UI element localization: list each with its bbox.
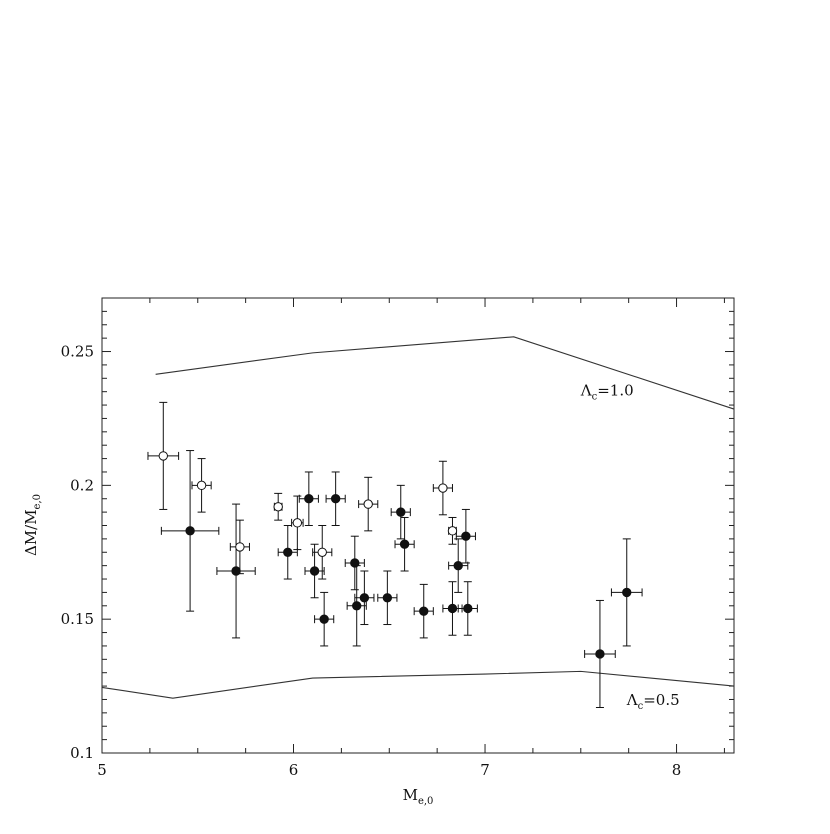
filled-marker <box>396 507 406 517</box>
x-tick-label: 7 <box>480 761 490 779</box>
curve-label: Λc=1.0 <box>580 382 634 403</box>
open-marker <box>158 451 168 461</box>
data-point-open <box>312 525 333 580</box>
data-point-filled <box>413 583 434 639</box>
filled-marker <box>419 606 429 616</box>
y-tick-label: 0.25 <box>61 343 94 361</box>
data-point-open <box>229 519 250 575</box>
plot-frame <box>101 297 735 754</box>
model-curve-line <box>155 336 735 410</box>
filled-marker <box>382 593 393 603</box>
open-marker <box>235 542 245 552</box>
filled-marker <box>622 587 632 598</box>
filled-marker <box>453 560 463 571</box>
filled-marker <box>304 494 314 504</box>
data-point-open <box>358 476 379 532</box>
data-point-filled <box>314 591 335 647</box>
x-tick-label: 5 <box>97 761 107 779</box>
x-tick-label: 6 <box>289 761 299 779</box>
x-axis-title: Me,0 <box>403 786 434 807</box>
data-point-filled <box>346 565 367 647</box>
data-point-filled <box>394 516 415 572</box>
x-tick-label: 8 <box>672 761 682 779</box>
data-point-filled <box>344 535 365 591</box>
open-marker <box>438 483 448 493</box>
filled-marker <box>185 526 195 536</box>
data-point-filled <box>377 570 398 626</box>
open-marker <box>363 499 373 509</box>
data-point-open <box>273 492 283 521</box>
data-point-open <box>291 495 304 551</box>
curve-label: Λc=0.5 <box>626 691 680 712</box>
open-marker <box>292 518 303 528</box>
y-tick-label: 0.1 <box>70 744 94 762</box>
filled-marker <box>350 558 360 568</box>
data-point-filled <box>160 450 220 612</box>
axis-ticks: 5 6 7 8 0.1 0.15 0.2 0.25 <box>61 297 734 779</box>
data-point-filled <box>325 471 346 526</box>
axis-labels: Me,0 ΔM/Me,0 <box>22 494 433 807</box>
model-curves: Λc=1.0 Λc=0.5 <box>101 336 735 712</box>
data-point-open <box>191 458 212 513</box>
data-point-filled <box>298 471 319 526</box>
filled-marker <box>319 614 329 624</box>
data-point-filled <box>457 581 478 636</box>
data-point-open <box>147 401 180 510</box>
data-point-filled <box>448 538 469 593</box>
open-marker <box>273 502 283 512</box>
filled-marker <box>461 531 471 541</box>
data-point-filled <box>610 538 643 647</box>
data-point-filled <box>390 484 411 540</box>
data-point-filled <box>304 543 325 599</box>
data-point-open <box>432 460 453 516</box>
filled-marker <box>330 494 341 504</box>
data-point-filled <box>584 599 616 708</box>
open-marker <box>317 547 327 557</box>
filled-marker <box>352 601 362 611</box>
data-point-filled <box>442 581 463 636</box>
filled-marker <box>399 539 410 549</box>
filled-marker <box>309 566 320 576</box>
open-marker <box>196 480 207 491</box>
data-point-filled <box>277 525 298 580</box>
filled-marker <box>463 603 473 614</box>
data-point-filled <box>455 508 476 564</box>
data-point-filled <box>354 570 375 626</box>
filled-marker <box>359 593 370 603</box>
data-point-filled <box>216 503 256 639</box>
open-marker <box>447 526 458 536</box>
y-tick-label: 0.2 <box>70 476 94 494</box>
filled-marker <box>595 649 605 659</box>
filled-marker <box>447 603 458 614</box>
data-points <box>147 401 643 708</box>
model-curve-line <box>101 670 735 699</box>
data-point-open <box>447 516 458 545</box>
filled-marker <box>283 547 293 557</box>
y-tick-label: 0.15 <box>61 610 94 628</box>
y-axis-title: ΔM/Me,0 <box>22 494 43 556</box>
